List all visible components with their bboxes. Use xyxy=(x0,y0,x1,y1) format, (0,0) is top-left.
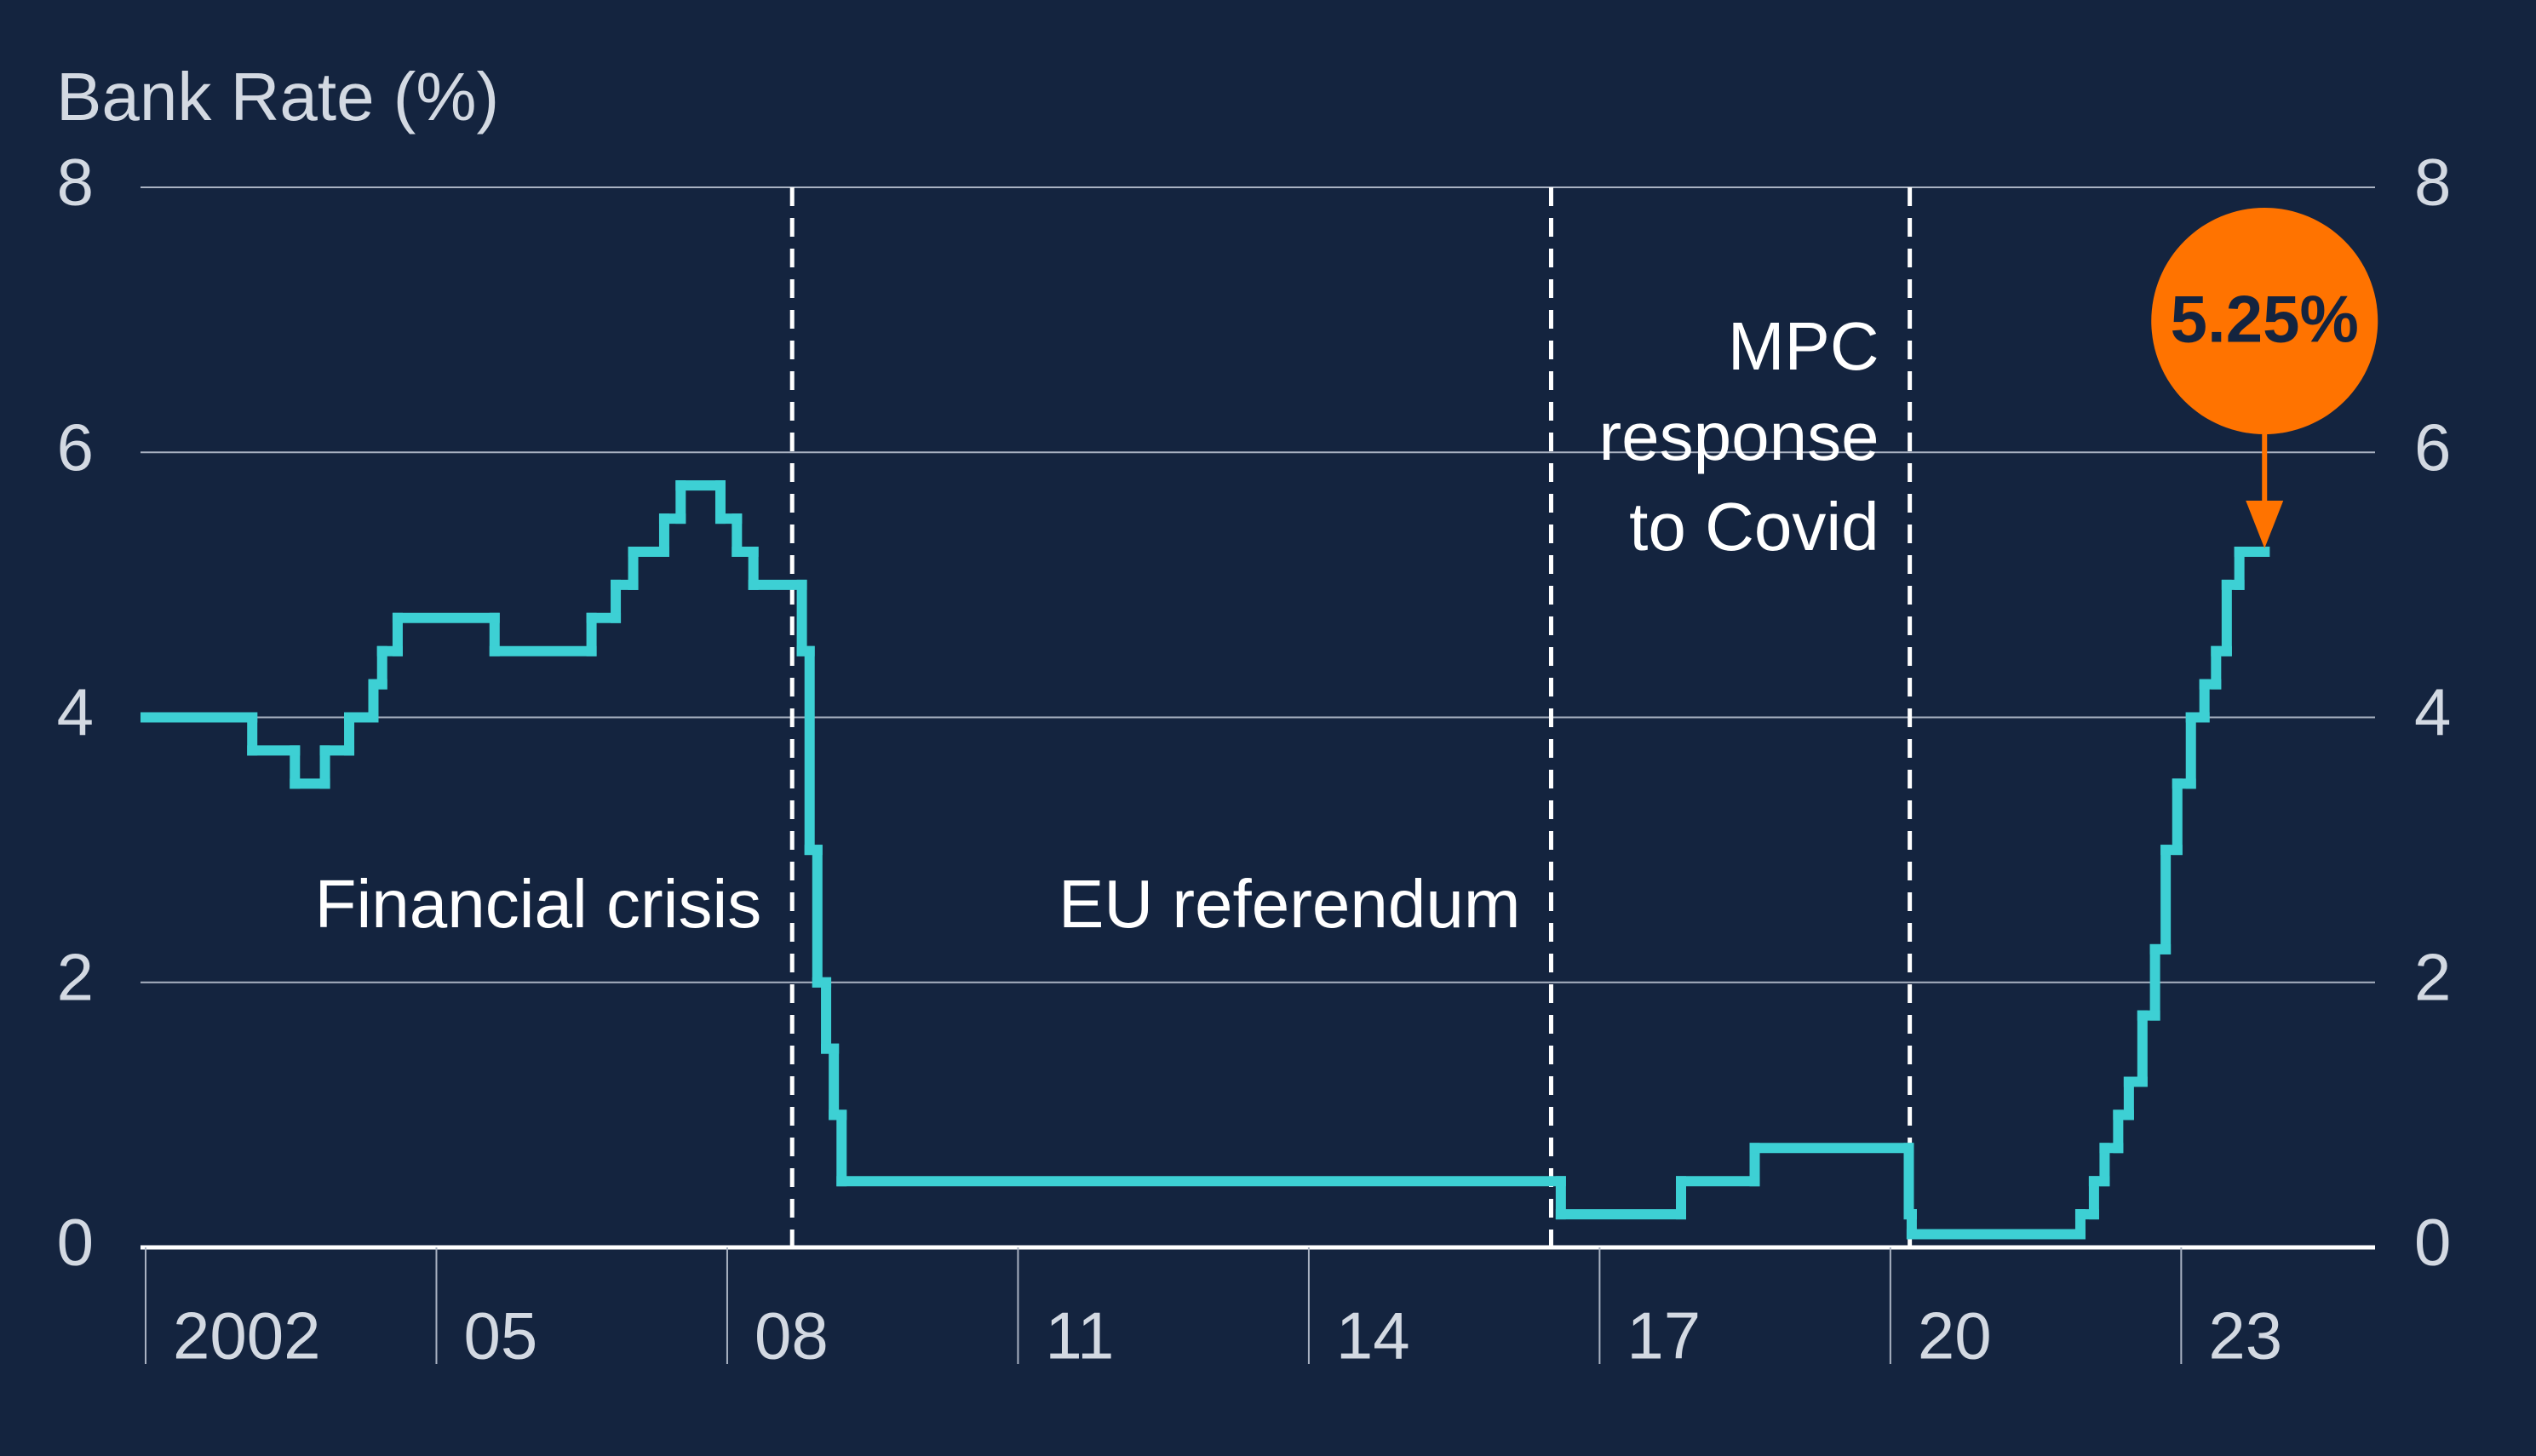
x-tick-label: 23 xyxy=(2208,1298,2282,1373)
y-tick-label: 0 xyxy=(57,1205,94,1280)
event-label: to Covid xyxy=(1629,489,1879,565)
event-label: MPC xyxy=(1728,308,1879,384)
series xyxy=(141,480,2270,1240)
x-tick-label: 20 xyxy=(1918,1298,1992,1373)
x-tick-label: 08 xyxy=(754,1298,829,1373)
y-tick-label: 8 xyxy=(57,145,94,220)
x-tick-label: 11 xyxy=(1045,1298,1114,1373)
y-tick-label-right: 6 xyxy=(2414,410,2451,484)
value-label: 5.25% xyxy=(2171,282,2359,357)
event-label: Financial crisis xyxy=(315,866,762,942)
y-tick-label-right: 0 xyxy=(2414,1205,2451,1280)
x-tick-label: 17 xyxy=(1627,1298,1701,1373)
event-label: EU referendum xyxy=(1059,866,1520,942)
event-label: response xyxy=(1599,398,1879,474)
y-tick-label: 4 xyxy=(57,674,94,749)
y-tick-label: 6 xyxy=(57,410,94,484)
callout-bubble xyxy=(2151,208,2378,434)
x-tick-label: 05 xyxy=(463,1298,537,1373)
y-tick-label: 2 xyxy=(57,939,94,1014)
y-tick-label-right: 2 xyxy=(2414,939,2451,1014)
y-tick-label-right: 4 xyxy=(2414,674,2451,749)
callout-arrow xyxy=(2246,500,2284,548)
y-tick-label-right: 8 xyxy=(2414,145,2451,220)
x-tick-label: 2002 xyxy=(173,1298,321,1373)
x-tick-label: 14 xyxy=(1336,1298,1410,1373)
y-axis-label: Bank Rate (%) xyxy=(56,59,499,135)
